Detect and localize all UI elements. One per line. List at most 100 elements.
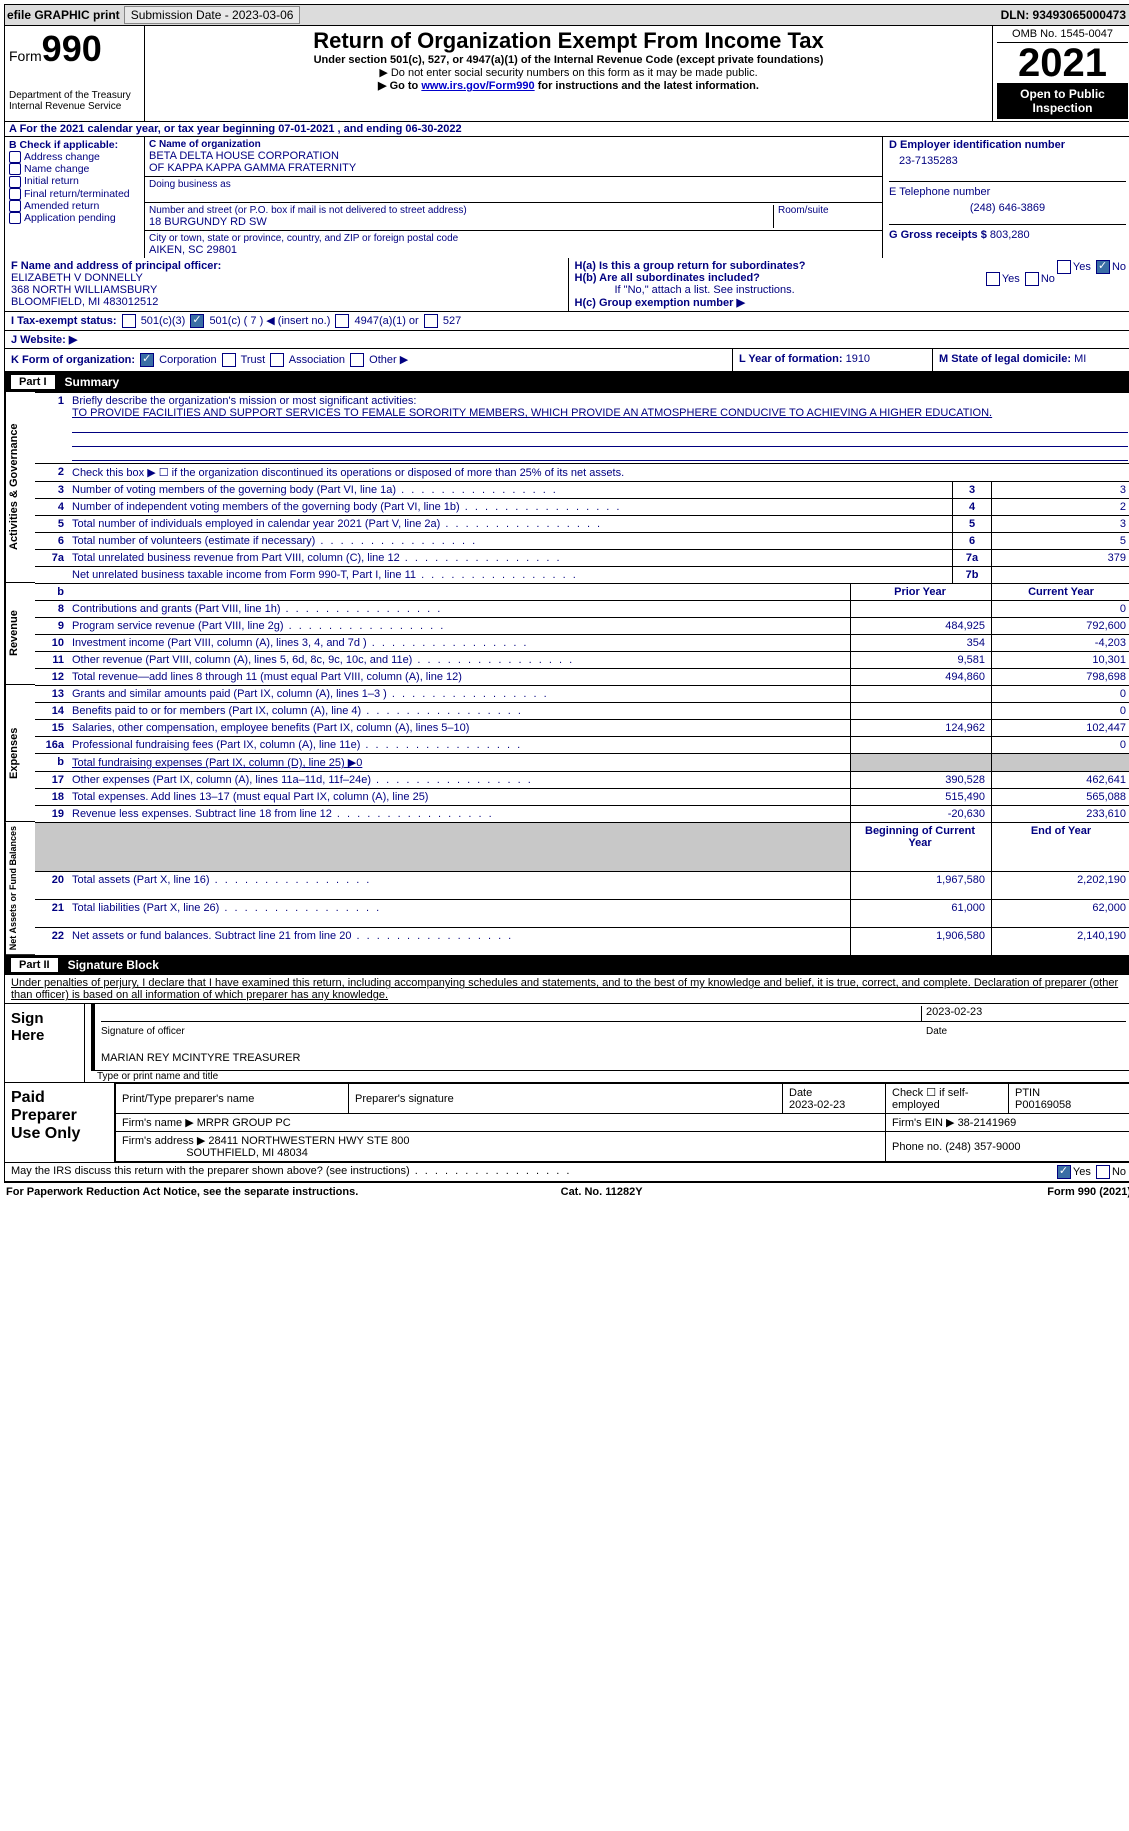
rn: 6 [953,533,992,550]
part-2-title: Signature Block [68,958,159,972]
p: 354 [851,635,992,652]
dba-label: Doing business as [149,179,878,190]
opt-4947: 4947(a)(1) or [355,315,419,327]
c: 102,447 [992,720,1129,737]
table-net-assets: Beginning of Current YearEnd of Year 20T… [35,822,1129,955]
p [851,703,992,720]
ptin: P00169058 [1015,1099,1071,1111]
prep-date: 2023-02-23 [789,1099,845,1111]
ha-label: H(a) Is this a group return for subordin… [575,260,806,272]
form-title: Return of Organization Exempt From Incom… [149,28,988,54]
rn: 3 [953,482,992,499]
summary-section: Activities & Governance 1 Briefly descri… [4,392,1129,955]
col-b-header: B Check if applicable: [9,139,140,151]
rn: 7a [953,550,992,567]
n: 10 [35,635,68,652]
form990-link[interactable]: www.irs.gov/Form990 [421,80,534,92]
mission-text: TO PROVIDE FACILITIES AND SUPPORT SERVIC… [72,407,992,419]
t: Total liabilities (Part X, line 26) [68,899,851,927]
ptin-label: PTIN [1015,1087,1040,1099]
year-formation: 1910 [846,353,870,365]
firm-addr1: 28411 NORTHWESTERN HWY STE 800 [208,1135,409,1147]
sign-here-label: Sign Here [5,1004,85,1082]
t: Investment income (Part VIII, column (A)… [68,635,851,652]
row-a-tax-year: A For the 2021 calendar year, or tax yea… [4,122,1129,137]
cb-address-change[interactable]: Address change [9,151,140,163]
n: 6 [35,533,68,550]
form-number: 990 [42,28,102,69]
cb-final-return[interactable]: Final return/terminated [9,188,140,200]
org-name-2: OF KAPPA KAPPA GAMMA FRATERNITY [149,162,878,174]
discuss-row: May the IRS discuss this return with the… [4,1163,1129,1182]
v: 3 [992,482,1129,499]
t: Total assets (Part X, line 16) [68,871,851,899]
hb-label: H(b) Are all subordinates included? [575,272,760,284]
part-1-header: Part I Summary [4,372,1129,392]
n: 16a [35,737,68,754]
cb-initial-return[interactable]: Initial return [9,175,140,187]
t: Revenue less expenses. Subtract line 18 … [68,806,851,823]
rn: 4 [953,499,992,516]
p [851,754,992,772]
subtitle-2: ▶ Do not enter social security numbers o… [149,66,988,79]
part-1-title: Summary [65,375,120,389]
opt-assoc: Association [289,354,345,366]
n: 7a [35,550,68,567]
p: 515,490 [851,789,992,806]
part-2-header: Part II Signature Block [4,955,1129,975]
tab-activities: Activities & Governance [5,392,35,583]
street-address: 18 BURGUNDY RD SW [149,216,773,228]
opt-501c: 501(c) ( 7 ) ◀ (insert no.) [209,315,330,327]
t: Total fundraising expenses (Part IX, col… [68,754,851,772]
c: -4,203 [992,635,1129,652]
mission-label: Briefly describe the organization's miss… [72,395,416,407]
p: 1,967,580 [851,871,992,899]
c: 0 [992,686,1129,703]
declaration-text: Under penalties of perjury, I declare th… [11,977,1118,1001]
n: 18 [35,789,68,806]
hdr-curr: Current Year [992,584,1129,601]
n: 8 [35,601,68,618]
officer-addr2: BLOOMFIELD, MI 483012512 [11,296,562,308]
cb-label: Name change [24,163,89,175]
n: 20 [35,871,68,899]
footer-right: Form 990 (2021) [1047,1186,1129,1198]
t: Professional fundraising fees (Part IX, … [68,737,851,754]
city-state-zip: AIKEN, SC 29801 [149,244,878,256]
t: Total expenses. Add lines 13–17 (must eq… [68,789,851,806]
row-i: I Tax-exempt status: 501(c)(3) 501(c) ( … [4,312,1129,331]
domicile: MI [1074,353,1086,365]
tab-expenses: Expenses [5,685,35,822]
n: 3 [35,482,68,499]
opt-trust: Trust [241,354,266,366]
paid-preparer-label: Paid Preparer Use Only [5,1083,115,1162]
t: Total unrelated business revenue from Pa… [68,550,953,567]
v: 5 [992,533,1129,550]
c: 0 [992,703,1129,720]
cb-amended[interactable]: Amended return [9,200,140,212]
n: 19 [35,806,68,823]
n: b [35,754,68,772]
row-klm: K Form of organization: Corporation Trus… [4,349,1129,372]
t: Program service revenue (Part VIII, line… [68,618,851,635]
n: 11 [35,652,68,669]
c: 2,202,190 [992,871,1129,899]
c: 233,610 [992,806,1129,823]
firm-name-label: Firm's name ▶ [122,1117,194,1129]
c: 62,000 [992,899,1129,927]
line-2: Check this box ▶ ☐ if the organization d… [68,464,1129,482]
n: 15 [35,720,68,737]
cb-name-change[interactable]: Name change [9,163,140,175]
v: 2 [992,499,1129,516]
p: 61,000 [851,899,992,927]
tel-label: E Telephone number [889,182,1126,198]
t: Benefits paid to or for members (Part IX… [68,703,851,720]
org-name-1: BETA DELTA HOUSE CORPORATION [149,150,878,162]
org-name-label: C Name of organization [149,139,878,150]
telephone: (248) 646-3869 [889,198,1126,224]
cb-app-pending[interactable]: Application pending [9,212,140,224]
efile-label: efile GRAPHIC print [7,8,120,22]
firm-name: MRPR GROUP PC [197,1117,291,1129]
gross-label: G Gross receipts $ [889,229,987,241]
room-label: Room/suite [778,205,878,216]
